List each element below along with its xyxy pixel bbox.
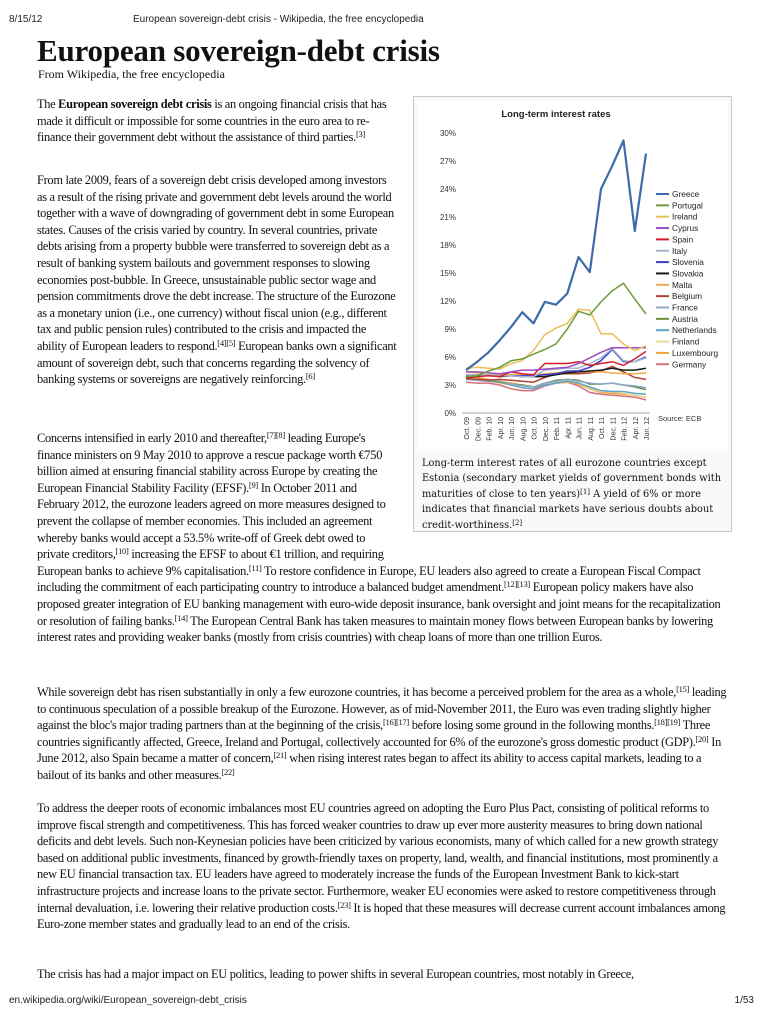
citation-link[interactable]: [2] <box>512 518 523 527</box>
legend-label: Netherlands <box>672 325 717 335</box>
series-line-portugal <box>465 282 647 378</box>
figure-caption: Long-term interest rates of all eurozone… <box>422 458 722 531</box>
page-url: en.wikipedia.org/wiki/European_sovereign… <box>9 995 247 1006</box>
y-tick-label: 15% <box>440 269 456 278</box>
x-tick-label: Aug. 10 <box>520 417 527 441</box>
chart-figure: Long-term interest rates 0% 3% 6% 9% 12% 15% 18… <box>413 96 732 532</box>
x-tick-label: Feb. 10 <box>487 417 494 441</box>
citation-link[interactable]: [4][5] <box>217 337 236 348</box>
chart-source: Source: ECB <box>658 414 701 423</box>
series-line-cyprus <box>466 346 646 375</box>
x-tick-label: Feb. 12 <box>622 417 629 441</box>
legend-label: Belgium <box>672 291 702 301</box>
legend-label: Germany <box>672 359 707 369</box>
legend-label: France <box>672 303 698 313</box>
paragraph-6: The crisis has had a major impact on EU … <box>37 967 634 981</box>
x-tick-label: Aug. 11 <box>588 417 595 441</box>
x-tick-label: Jun. 11 <box>577 417 584 440</box>
x-tick-label: Apr. 12 <box>633 417 640 439</box>
x-tick-label: Oct. 10 <box>532 417 539 440</box>
y-tick-label: 30% <box>440 129 456 138</box>
y-tick-label: 9% <box>444 325 456 334</box>
paragraph-2: From late 2009, fears of a sovereign deb… <box>37 173 397 387</box>
citation-link[interactable]: [22] <box>221 766 235 777</box>
y-tick-label: 3% <box>444 381 456 390</box>
legend-label: Slovenia <box>672 257 704 267</box>
interest-rate-chart: Long-term interest rates 0% 3% 6% 9% 12% 15% 18… <box>440 109 719 441</box>
print-footer: en.wikipedia.org/wiki/European_sovereign… <box>9 995 754 1009</box>
y-tick-label: 27% <box>440 157 456 166</box>
legend-label: Italy <box>672 246 688 256</box>
page-title: European sovereign-debt crisis <box>37 33 440 68</box>
page-number: 1/53 <box>734 995 754 1006</box>
series-line-italy <box>466 347 647 378</box>
y-tick-label: 0% <box>444 409 456 418</box>
x-tick-label: Oct. 11 <box>599 417 606 439</box>
print-document-title: European sovereign-debt crisis - Wikiped… <box>133 14 424 25</box>
paragraph-4: While sovereign debt has risen substanti… <box>37 684 727 782</box>
print-date: 8/15/12 <box>9 14 43 25</box>
legend-label: Portugal <box>672 200 703 210</box>
chart-container: Long-term interest rates 0% 3% 6% 9% 12% 15% 18… <box>418 101 728 451</box>
x-tick-label: Apr. 11 <box>565 417 572 439</box>
legend-label: Luxembourg <box>672 348 719 358</box>
article-subtitle: From Wikipedia, the free encyclopedia <box>38 67 225 81</box>
paragraph-1: The European sovereign debt crisis is an… <box>37 97 387 145</box>
citation-link[interactable]: [11] <box>248 562 262 573</box>
x-tick-label: Dec. 11 <box>610 417 617 441</box>
series-line-slovenia <box>466 348 647 377</box>
legend-label: Slovakia <box>672 268 704 278</box>
y-tick-label: 6% <box>444 353 456 362</box>
paragraph-5: To address the deeper roots of economic … <box>37 801 726 932</box>
y-tick-label: 24% <box>440 185 456 194</box>
legend-label: Finland <box>672 337 700 347</box>
citation-link[interactable]: [7][8] <box>266 430 285 440</box>
legend-label: Cyprus <box>672 223 698 233</box>
legend-label: Austria <box>672 314 698 324</box>
y-tick-label: 21% <box>440 213 456 222</box>
series-line-france <box>465 378 647 389</box>
citation-link[interactable]: [23] <box>337 899 351 910</box>
y-tick-label: 18% <box>440 241 456 250</box>
x-tick-label: Jun. 10 <box>509 417 516 440</box>
citation-link[interactable]: [12][13] <box>504 579 530 590</box>
series-line-greece <box>465 139 648 371</box>
citation-link[interactable]: [16][17] <box>382 717 409 728</box>
citation-link[interactable]: [10] <box>115 546 129 557</box>
legend-label: Ireland <box>672 212 698 222</box>
paragraph-3: Concerns intensified in early 2010 and t… <box>37 430 730 646</box>
citation-link[interactable]: [21] <box>273 750 287 761</box>
x-tick-label: Feb. 11 <box>554 417 561 440</box>
legend-label: Spain <box>672 234 694 244</box>
x-tick-label: Jun. 12 <box>644 417 651 440</box>
citation-link[interactable]: [1] <box>580 487 591 496</box>
legend-label: Greece <box>672 189 700 199</box>
x-tick-label: Apr. 10 <box>498 417 505 439</box>
y-tick-label: 12% <box>440 297 456 306</box>
citation-link[interactable]: [18][19] <box>654 717 681 728</box>
citation-link[interactable]: [9] <box>248 479 258 490</box>
x-tick-label: Oct. 09 <box>464 417 471 440</box>
x-tick-label: Dec. 10 <box>543 417 550 441</box>
bold-term: European sovereign debt crisis <box>58 97 212 111</box>
citation-link[interactable]: [6] <box>305 371 315 382</box>
print-header: 8/15/12 European sovereign-debt crisis -… <box>9 14 754 28</box>
legend-label: Malta <box>672 280 693 290</box>
chart-title: Long-term interest rates <box>501 109 610 120</box>
x-tick-label: Dec. 09 <box>475 417 482 441</box>
citation-link[interactable]: [20] <box>695 733 709 744</box>
citation-link[interactable]: [15] <box>676 684 690 694</box>
citation-link[interactable]: [3] <box>355 129 365 140</box>
series-line-ireland <box>465 308 647 370</box>
series-line-spain <box>465 350 647 379</box>
citation-link[interactable]: [14] <box>174 612 188 623</box>
